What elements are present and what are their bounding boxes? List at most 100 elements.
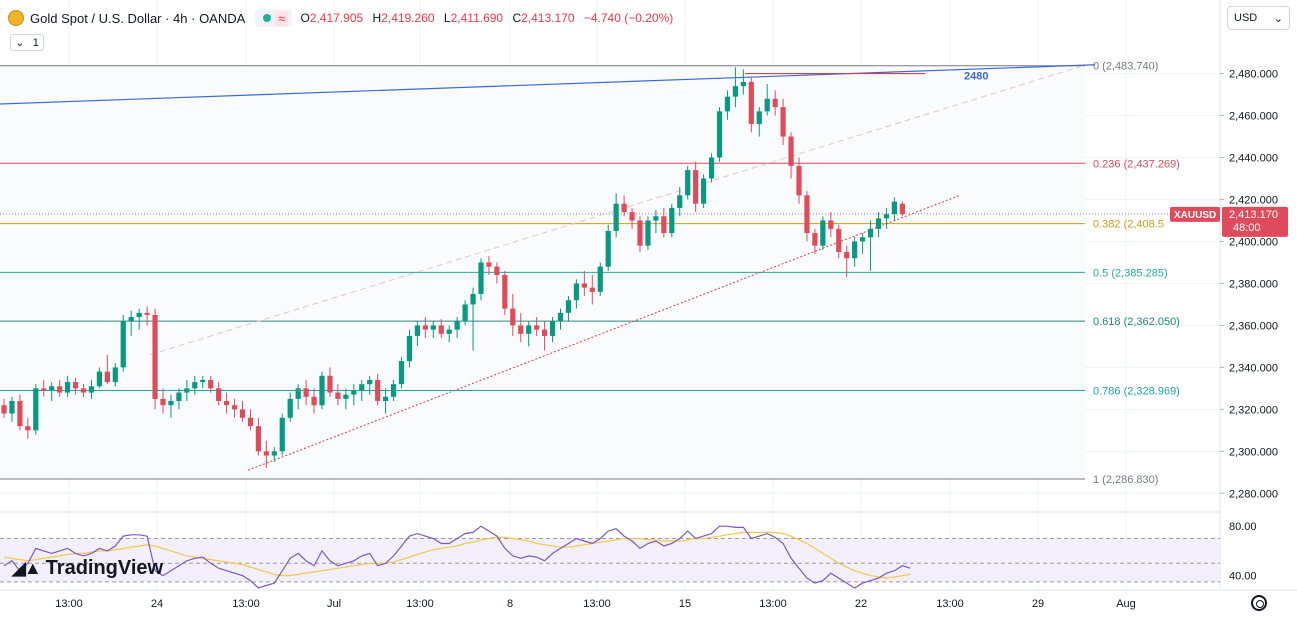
candle-body [669,207,675,234]
time-axis-tick-label: Jul [327,598,341,610]
candle-body [112,367,118,383]
price-axis-tick-label: 2,420.000 [1229,194,1278,206]
price-axis-tick-label: 2,460.000 [1229,111,1278,123]
high-label: H [372,11,382,25]
symbol-title[interactable]: Gold Spot / U.S. Dollar · 4h · OANDA [30,10,246,26]
candle-body [780,107,786,137]
annotation-2480-label: 2480 [964,71,988,83]
candle-body [820,220,826,246]
time-axis-tick-label: 13:00 [936,598,964,610]
candle-body [891,201,897,215]
candle-body [406,335,413,362]
candle-body [573,283,579,301]
rsi-axis-tick-label: 40.00 [1229,571,1257,583]
candle-body [414,325,420,336]
candle-body [351,390,357,395]
price-axis-tick-label: 2,400.000 [1229,236,1278,248]
candle-body [263,451,269,456]
chevron-down-icon: ⌄ [1273,12,1283,25]
candle-body [494,266,500,276]
candle-body [645,220,651,246]
trend-line-dashed-parallel [149,64,1086,356]
gear-icon[interactable] [1251,595,1267,611]
time-axis-tick-label: 13:00 [759,598,787,610]
candle-body [168,400,174,406]
candle-body [438,325,444,334]
candle-body [17,400,23,427]
candle-body [685,170,691,196]
candle-body [383,396,389,401]
candle-body [581,283,587,288]
candle-body [526,325,532,334]
fibonacci-level-label: 0.786 (2,328.969) [1093,386,1180,398]
price-axis-tick-label: 2,360.000 [1229,320,1278,332]
price-axis-tick-label: 2,280.000 [1229,488,1278,500]
candle-body [33,388,39,431]
currency-select[interactable]: USD ⌄ [1227,6,1290,30]
candle-body [597,266,603,292]
market-status-pill[interactable]: ≈ [255,9,293,27]
candle-body [701,178,707,204]
candle-body [478,262,484,294]
candle-body [343,394,349,399]
price-axis-tick-label: 2,440.000 [1229,153,1278,165]
candle-body [589,287,595,292]
candle-body [836,228,842,252]
candle-body [772,98,778,108]
candle-body [279,417,285,452]
candle-body [430,325,436,330]
gold-symbol-icon [8,10,24,26]
high-value: 2,419.260 [381,11,435,25]
candle-body [295,388,301,399]
tradingview-mark-icon: ◢▲ [12,558,42,578]
time-axis-tick-label: 8 [507,598,513,610]
fibonacci-level-label: 0 (2,483.740) [1093,61,1158,73]
symbol-tag-label: XAUUSD [1174,210,1216,221]
candle-body [454,321,460,330]
candle-body [629,212,635,221]
candle-body [732,86,738,97]
candle-body [446,329,452,334]
candle-body [510,308,516,326]
price-axis-tick-label: 2,340.000 [1229,362,1278,374]
candle-body [41,388,47,391]
time-axis-tick-label: Aug [1116,598,1136,610]
time-axis-tick-label: 29 [1032,598,1044,610]
candle-body [748,81,754,124]
candle-body [398,361,405,385]
tradingview-logo[interactable]: ◢▲ TradingView [12,557,163,580]
candle-body [72,382,79,389]
candle-body [375,379,381,401]
open-label: O [300,11,310,25]
rsi-moving-average-line [3,531,911,579]
candle-body [716,111,723,158]
candle-body [812,233,818,246]
candle-body [9,400,15,414]
indicator-collapse-button[interactable]: ⌄ 1 [10,34,44,51]
price-axis-tick-label: 2,380.000 [1229,278,1278,290]
candle-body [104,371,110,383]
candle-body [303,388,309,397]
time-axis-tick-label: 24 [151,598,163,610]
candle-body [867,228,874,238]
candle-body [144,312,150,315]
candle-body [319,375,325,406]
candle-body [565,300,572,313]
candle-body [184,388,190,393]
candle-body [136,312,142,318]
fibonacci-level-label: 0.618 (2,362.050) [1093,316,1180,328]
symbol-tag-background [1170,206,1220,222]
candle-body [549,321,556,336]
current-price-value: 2,413.170 [1229,209,1278,221]
candle-body [883,214,890,219]
candle-body [653,216,659,221]
trend-line-blue [0,64,1096,105]
candle-body [367,379,373,385]
price-axis-tick-label: 2,480.000 [1229,69,1278,81]
candle-body [128,317,134,322]
candle-body [255,426,261,452]
candle-body [80,388,87,393]
low-label: L [443,11,451,25]
candle-body [605,230,611,267]
